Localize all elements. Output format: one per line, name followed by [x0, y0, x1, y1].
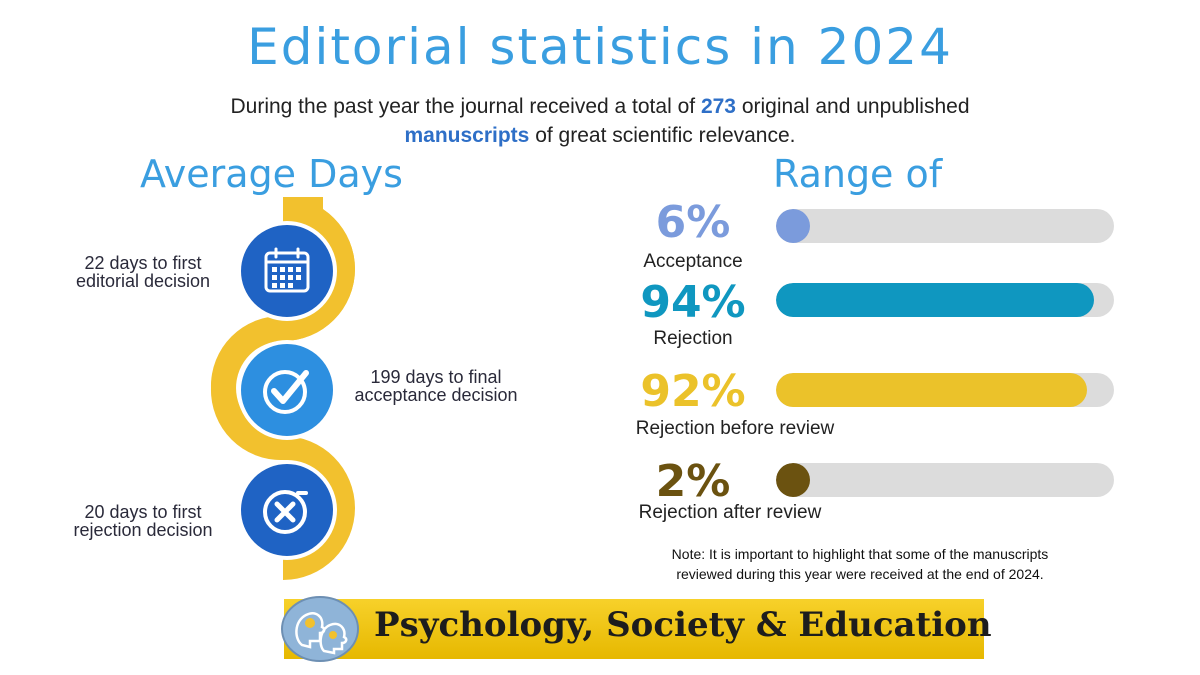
rejection-before-review-percent: 92%: [640, 366, 746, 417]
average-days-heading: Average Days: [140, 152, 403, 196]
calendar-icon: [264, 247, 310, 293]
rejection-bar-fill: [776, 283, 1094, 317]
note-line: Note: It is important to highlight that …: [671, 546, 1049, 562]
range-heading: Range of: [773, 152, 943, 196]
journal-name: Psychology, Society & Education: [374, 605, 992, 645]
rejection-after-review-bar-fill: [776, 463, 810, 497]
acceptance-bar-track: [776, 209, 1114, 243]
days-label-rejection: 20 days to first rejection decision: [48, 503, 238, 539]
check-circle: [237, 340, 337, 440]
days-label-editorial: 22 days to first editorial decision: [48, 254, 238, 290]
x-circle-icon: [263, 490, 308, 534]
days-label-acceptance: 199 days to final acceptance decision: [334, 368, 538, 404]
rejection-after-review-label: Rejection after review: [638, 502, 822, 523]
intro-middle: original and unpublished: [735, 95, 970, 118]
note-text: Note: It is important to highlight that …: [640, 544, 1080, 584]
check-circle-icon: [263, 370, 309, 414]
acceptance-percent: 6%: [655, 197, 731, 248]
journal-banner: Psychology, Society & Education: [281, 596, 992, 662]
journal-logo: [281, 596, 359, 662]
rejection-bar-track: [776, 283, 1114, 317]
acceptance-bar-fill: [776, 209, 810, 243]
manuscript-count: 273: [700, 95, 736, 118]
page-title: Editorial statistics in 2024: [247, 18, 953, 76]
note-line: reviewed during this year were received …: [676, 566, 1044, 582]
calendar-circle: [237, 221, 337, 321]
acceptance-label: Acceptance: [643, 251, 743, 272]
days-label-line: rejection decision: [73, 520, 213, 540]
x-circle: [237, 460, 337, 560]
rejection-before-review-bar-fill: [776, 373, 1087, 407]
days-label-line: 20 days to first: [84, 502, 202, 522]
rejection-before-review-bar-track: [776, 373, 1114, 407]
rejection-label: Rejection: [653, 328, 733, 349]
rejection-after-review-bar-track: [776, 463, 1114, 497]
days-label-line: 199 days to final: [370, 367, 502, 387]
intro-before: During the past year the journal receive…: [230, 95, 701, 118]
rejection-percent: 94%: [640, 277, 746, 328]
days-label-line: acceptance decision: [354, 385, 518, 405]
rejection-after-review-percent: 2%: [655, 456, 731, 507]
days-label-line: editorial decision: [75, 271, 211, 291]
intro-text: During the past year the journal receive…: [200, 92, 1000, 150]
intro-after: of great scientific relevance.: [529, 124, 796, 147]
days-label-line: 22 days to first: [84, 253, 202, 273]
intro-keyword: manuscripts: [404, 124, 530, 147]
rejection-before-review-label: Rejection before review: [635, 418, 835, 439]
